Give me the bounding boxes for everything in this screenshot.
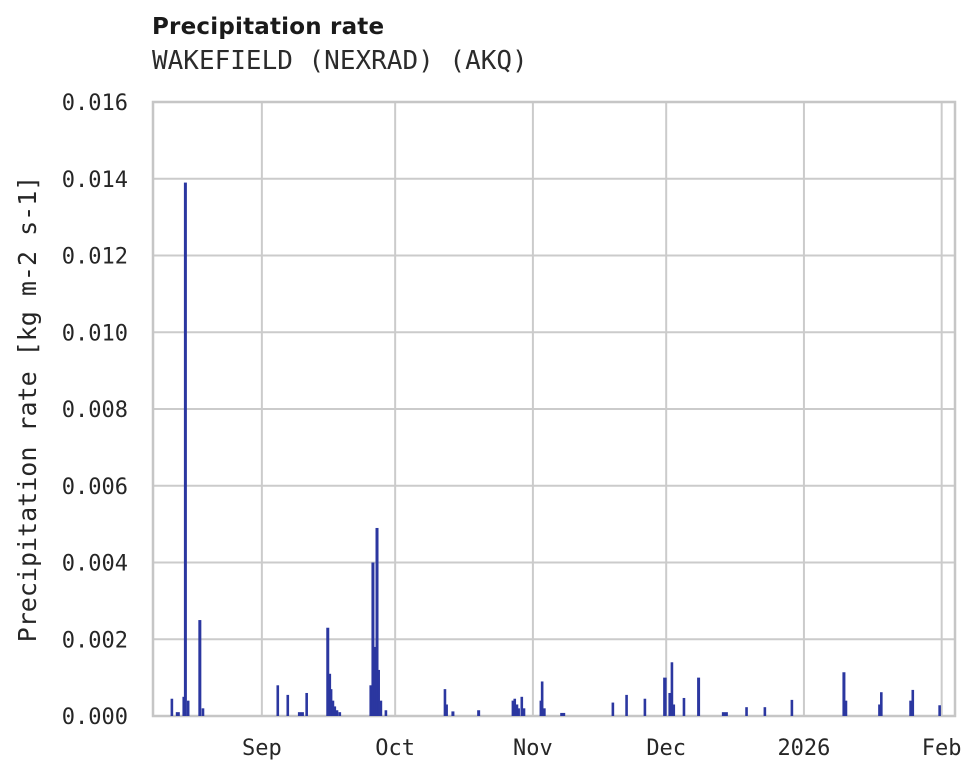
bar	[513, 698, 517, 716]
y-tick-label: 0.012	[62, 245, 128, 270]
bar	[880, 692, 883, 716]
bar-series	[170, 182, 941, 716]
bar	[511, 700, 515, 716]
bar	[183, 182, 187, 716]
bar	[672, 704, 676, 716]
bar	[201, 708, 205, 716]
bar	[445, 704, 448, 716]
bar	[335, 710, 339, 716]
x-tick-label: 2026	[777, 736, 830, 761]
y-axis-label: Precipitation rate [kg m-2 s-1]	[13, 176, 42, 643]
bar	[331, 700, 335, 716]
plot-frame	[151, 100, 957, 718]
bar	[611, 702, 615, 716]
bar	[844, 700, 848, 716]
bar	[520, 696, 524, 716]
bar	[384, 710, 388, 716]
bar	[297, 712, 304, 716]
bar	[305, 692, 308, 716]
bar	[763, 707, 767, 716]
bar	[522, 708, 526, 716]
bar	[515, 704, 519, 716]
bar	[682, 697, 686, 716]
bar	[170, 698, 174, 716]
bar	[643, 698, 647, 716]
bar	[909, 700, 912, 716]
x-tick-label: Nov	[513, 736, 553, 761]
bar	[663, 677, 667, 716]
bar	[175, 712, 180, 716]
y-tick-label: 0.014	[62, 168, 128, 193]
bar	[371, 562, 375, 716]
y-tick-label: 0.010	[62, 321, 128, 346]
bar	[373, 646, 377, 716]
tick-labels-layer: 0.000 0.002 0.004 0.006 0.008 0.010 0.012 0.014…	[62, 91, 962, 761]
x-tick-label: Feb	[922, 736, 962, 761]
bar	[625, 694, 628, 716]
bar	[369, 685, 373, 716]
bar	[668, 692, 672, 716]
bar	[790, 699, 794, 716]
bar	[517, 708, 520, 716]
y-tick-label: 0.002	[62, 628, 128, 653]
bar	[560, 712, 566, 716]
y-tick-label: 0.004	[62, 552, 128, 577]
grid-layer	[153, 101, 955, 717]
bar	[745, 707, 748, 716]
bar	[670, 662, 674, 716]
chart-subtitle: WAKEFIELD (NEXRAD) (AKQ)	[152, 46, 528, 76]
bar	[198, 620, 202, 716]
y-tick-label: 0.006	[62, 475, 128, 500]
y-tick-label: 0.016	[62, 91, 128, 116]
bar	[186, 700, 190, 716]
bar	[721, 712, 728, 716]
bar	[182, 696, 186, 716]
bar	[938, 705, 941, 716]
bar	[329, 689, 333, 716]
bar	[379, 700, 383, 716]
x-tick-label: Oct	[375, 736, 415, 761]
bar	[911, 689, 915, 716]
bar	[540, 681, 544, 716]
bar	[842, 672, 846, 716]
bar	[543, 708, 546, 716]
bar	[451, 711, 455, 716]
bar	[286, 694, 290, 716]
bar	[443, 689, 447, 716]
bar	[697, 677, 701, 716]
chart-title: Precipitation rate	[152, 14, 385, 40]
bar	[333, 706, 337, 716]
bar	[326, 627, 330, 716]
y-tick-label: 0.008	[62, 398, 128, 423]
x-tick-label: Sep	[242, 736, 282, 761]
y-tick-label: 0.000	[62, 705, 128, 730]
x-tick-label: Dec	[646, 736, 686, 761]
bar	[338, 712, 342, 716]
bar	[377, 669, 380, 716]
bar	[276, 685, 280, 716]
bar	[878, 704, 882, 716]
frame-layer	[151, 100, 957, 718]
bar	[477, 710, 481, 716]
bar	[375, 527, 379, 716]
